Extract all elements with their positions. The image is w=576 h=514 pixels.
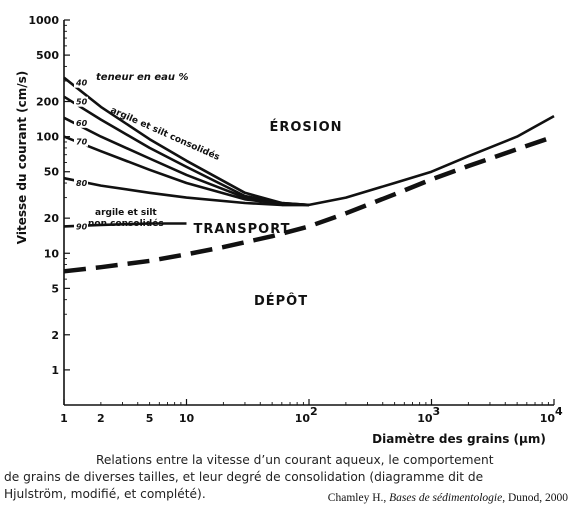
region-label-transport: TRANSPORT <box>193 222 290 237</box>
y-tick-label: 50 <box>44 166 60 179</box>
water-content-label: teneur en eau % <box>96 72 189 83</box>
curve-label-40: 40 <box>75 79 88 88</box>
erosion-threshold-line <box>281 114 555 207</box>
curve-label-bg <box>74 178 88 189</box>
y-axis-label: Vitesse du courant (cm/s) <box>15 71 29 244</box>
curve-label-bg <box>74 77 88 88</box>
labels-layer: 40 50 60 70 80 90 ÉROSION TRANSPORT DÉPÔT teneur … <box>74 72 342 309</box>
curve-label-60: 60 <box>76 119 88 128</box>
curve-label-bg <box>74 96 88 107</box>
caption-line-1: Relations entre la vitesse d’un courant … <box>96 453 494 467</box>
x-tick-exponent: 2 <box>310 405 318 418</box>
x-tick-label: 10 <box>179 412 195 425</box>
caption-line-3: Hjulström, modifié, et complété). <box>4 487 206 501</box>
deposition-threshold-line <box>63 134 555 274</box>
curve-label-bg <box>74 221 88 232</box>
y-tick-label: 1 <box>51 364 59 377</box>
y-tick-label: 100 <box>36 131 59 144</box>
credit-title: Bases de sédimentologie <box>389 492 503 504</box>
curve-label-70: 70 <box>76 138 88 147</box>
x-tick-label: 10 <box>417 412 433 425</box>
unconsolidated-label-line2: non consolidés <box>88 218 164 229</box>
y-tick-label: 500 <box>36 49 59 62</box>
caption-line-2: de grains de diverses tailles, et leur d… <box>4 470 484 484</box>
x-tick-label: 10 <box>540 412 556 425</box>
curve-label-bg <box>74 117 88 128</box>
region-label-dpt: DÉPÔT <box>254 293 308 309</box>
curve-label-bg <box>74 136 88 147</box>
x-tick-label: 2 <box>97 412 105 425</box>
y-tick-label: 2 <box>51 329 59 342</box>
x-tick-label: 5 <box>146 412 154 425</box>
credit-publisher: , Dunod, 2000 <box>502 492 568 504</box>
credit-author: Chamley H., <box>327 492 390 504</box>
y-tick-label: 1000 <box>28 14 59 27</box>
curve-label-80: 80 <box>76 179 88 188</box>
y-tick-label: 5 <box>51 282 59 295</box>
region-label-rosion: ÉROSION <box>269 119 342 135</box>
y-tick-label: 10 <box>44 247 60 260</box>
unconsolidated-label-line1: argile et silt <box>95 208 157 218</box>
x-tick-exponent: 4 <box>555 405 563 418</box>
figure-caption: Relations entre la vitesse d’un courant … <box>0 452 576 514</box>
y-tick-label: 20 <box>44 212 60 225</box>
x-tick-label: 10 <box>295 412 311 425</box>
source-credit: Chamley H., Bases de sédimentologie, Dun… <box>328 492 568 504</box>
x-tick-exponent: 3 <box>433 405 441 418</box>
caption-text: Relations entre la vitesse d’un courant … <box>4 452 572 503</box>
curve-label-90: 90 <box>76 222 88 231</box>
series-layer <box>63 76 555 274</box>
y-tick-label: 200 <box>36 96 59 109</box>
curve-label-50: 50 <box>76 98 88 107</box>
x-tick-label: 1 <box>60 412 68 425</box>
x-axis-label: Diamètre des grains (µm) <box>372 432 546 446</box>
